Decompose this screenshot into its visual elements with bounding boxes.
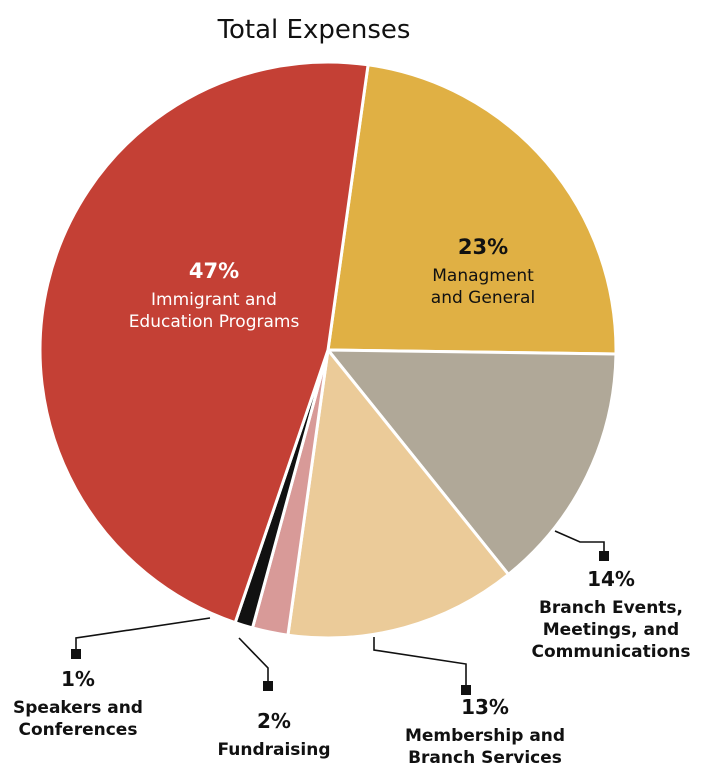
leader-line-fundraising	[238, 637, 269, 686]
pie-slice-membership	[286, 348, 510, 640]
category-label-speakers: Conferences	[19, 720, 138, 740]
pie-slice-immigrant	[38, 60, 370, 625]
leader-line-membership	[373, 637, 467, 690]
leader-marker-speakers	[71, 649, 81, 659]
leader-line-speakers	[75, 617, 211, 654]
category-label-branch_events: Meetings, and	[543, 620, 679, 640]
percent-label-branch_events: 14%	[587, 567, 635, 591]
percent-label-management: 23%	[458, 235, 508, 259]
leader-lines	[71, 530, 609, 695]
percent-label-fundraising: 2%	[257, 709, 291, 733]
category-label-management: Managment	[432, 266, 534, 286]
leader-marker-fundraising	[263, 681, 273, 691]
leader-line-branch_events	[554, 530, 605, 556]
category-label-branch_events: Branch Events,	[539, 598, 683, 618]
category-label-immigrant: Education Programs	[129, 312, 300, 332]
percent-label-membership: 13%	[461, 695, 509, 719]
category-label-immigrant: Immigrant and	[151, 290, 277, 310]
category-label-membership: Membership and	[405, 726, 565, 746]
category-label-branch_events: Communications	[531, 642, 690, 662]
pie-slice-management	[326, 63, 618, 356]
leader-marker-membership	[461, 685, 471, 695]
leader-marker-branch_events	[599, 551, 609, 561]
category-label-speakers: Speakers and	[13, 698, 143, 718]
category-label-fundraising: Fundraising	[217, 740, 330, 760]
percent-label-immigrant: 47%	[189, 259, 239, 283]
chart-title: Total Expenses	[217, 15, 411, 45]
percent-label-speakers: 1%	[61, 667, 95, 691]
pie-slice-branch_events	[326, 348, 618, 576]
category-label-management: and General	[431, 288, 535, 308]
category-label-membership: Branch Services	[408, 748, 562, 764]
pie-slices	[38, 60, 618, 640]
